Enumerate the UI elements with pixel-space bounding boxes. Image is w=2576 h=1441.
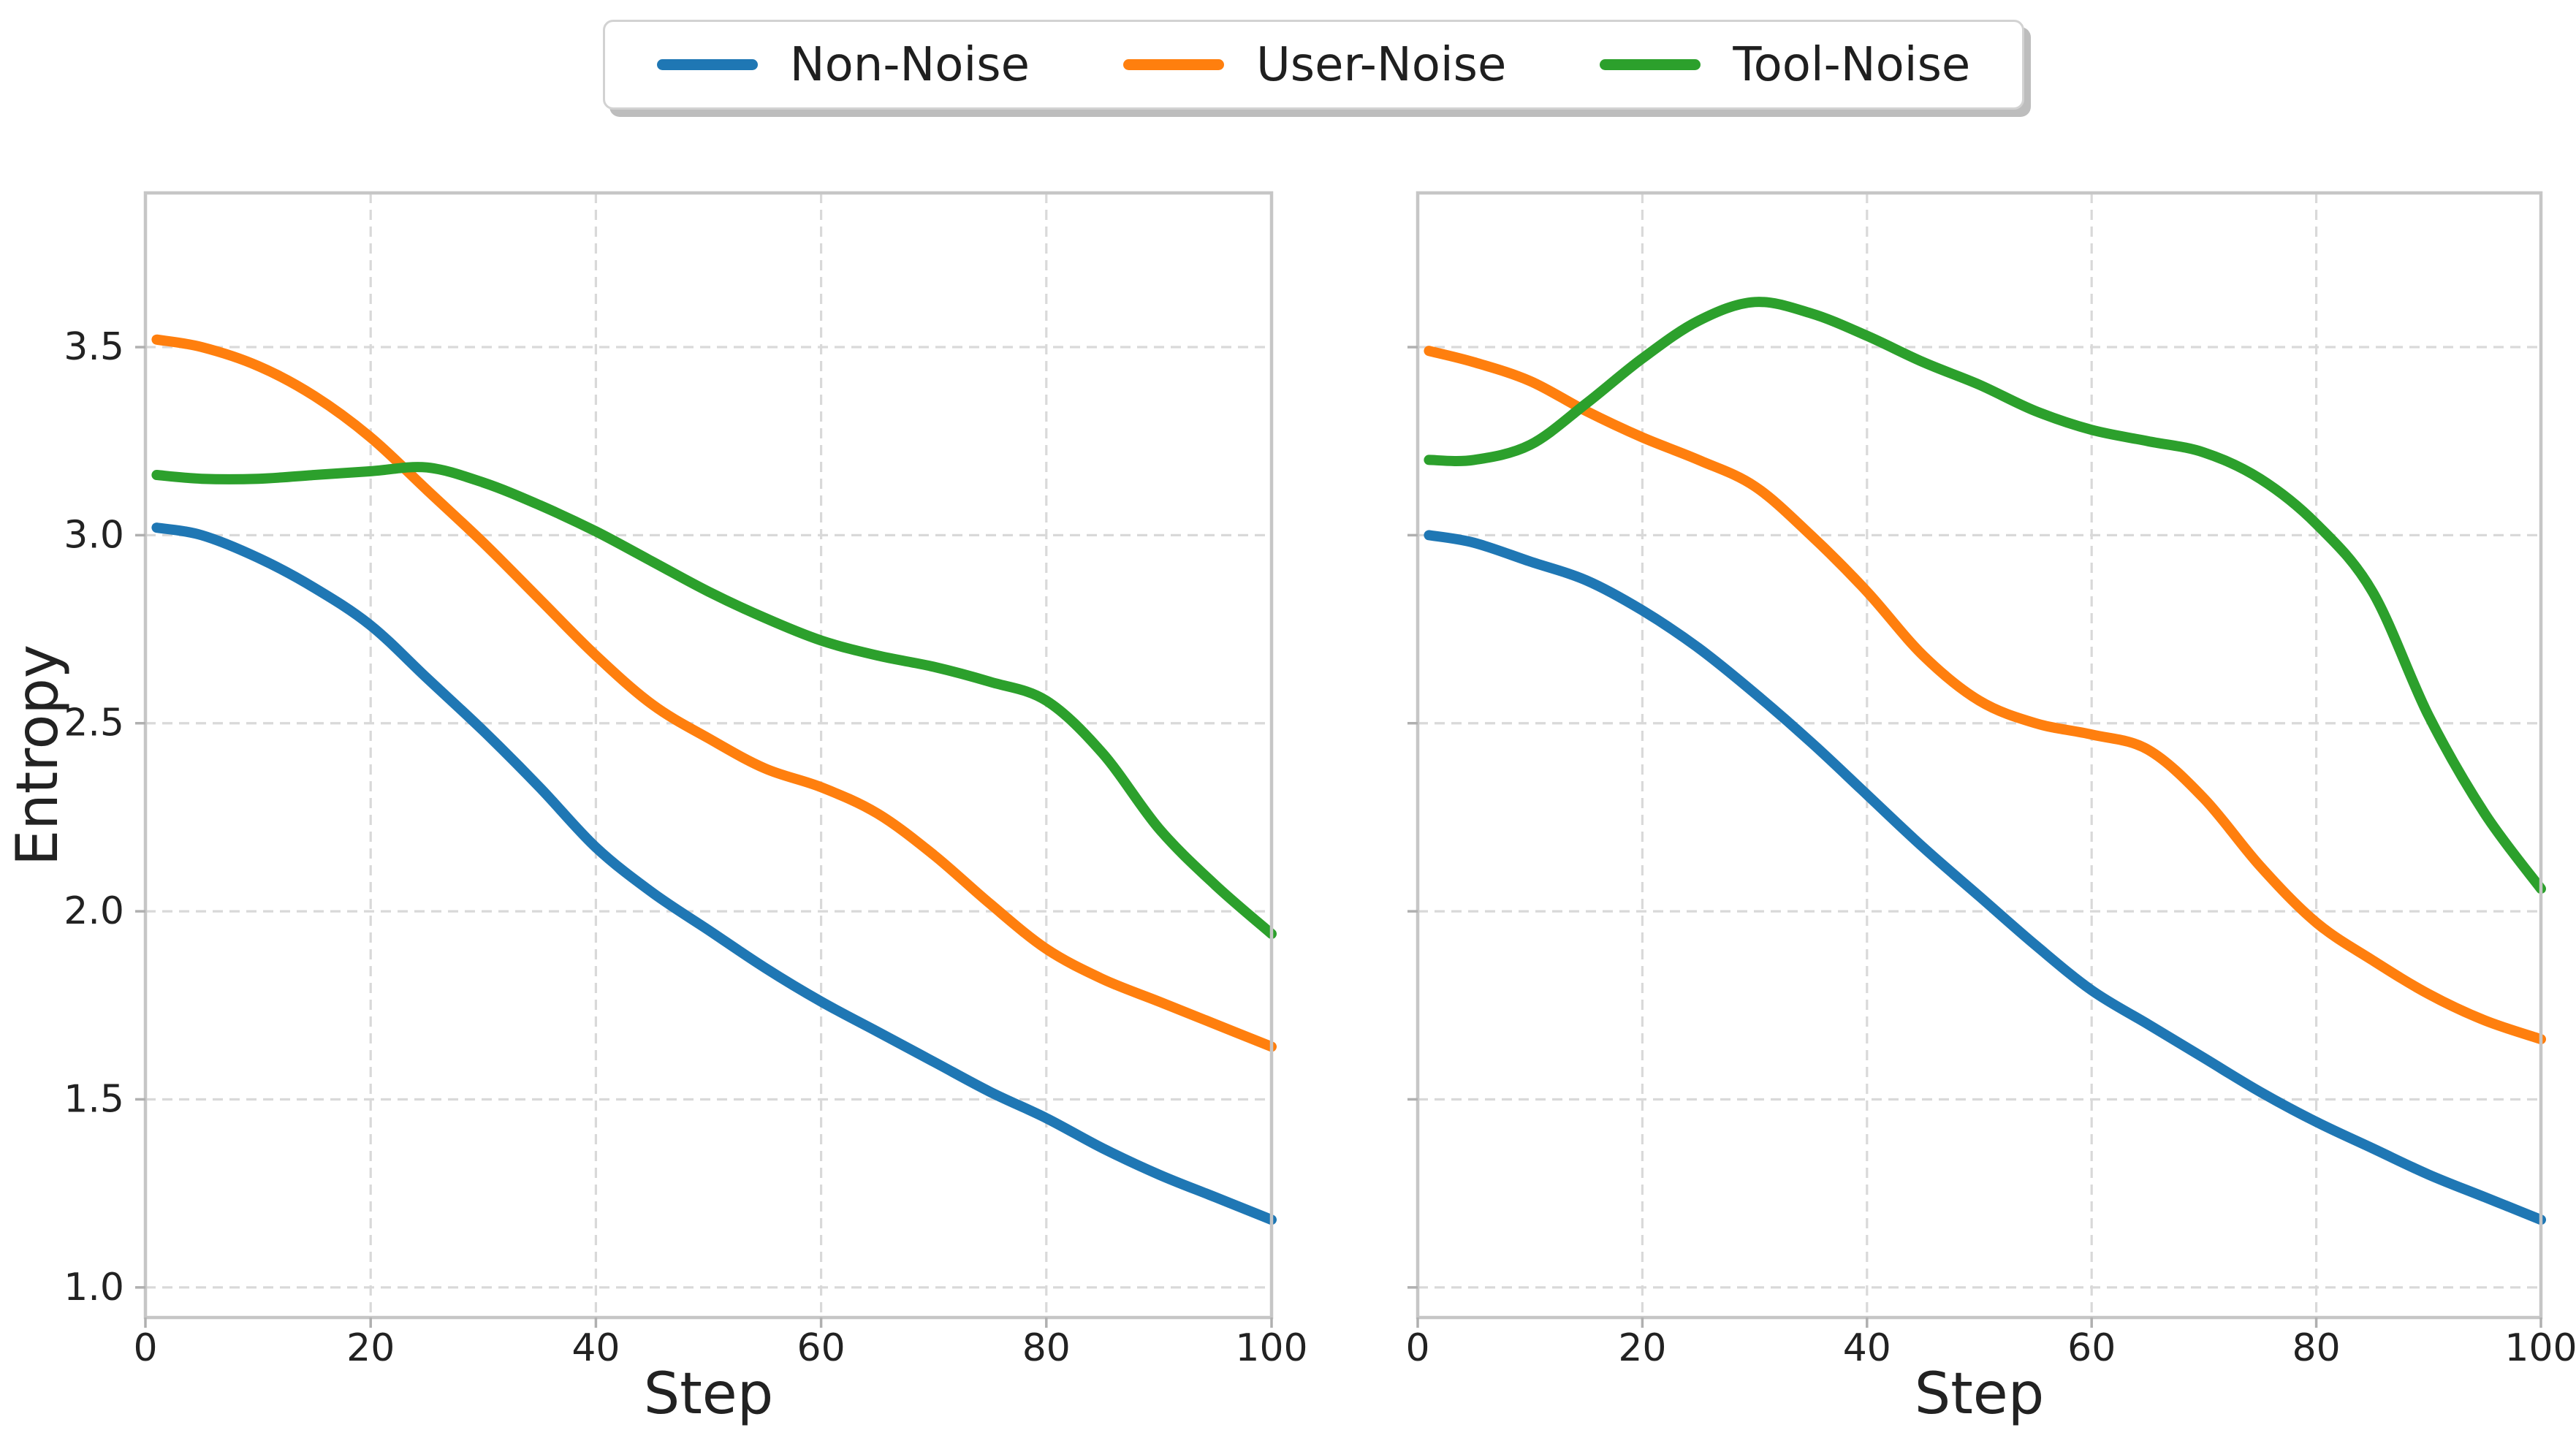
x-axis-label: Step bbox=[644, 1361, 774, 1427]
x-tick-label: 100 bbox=[2504, 1326, 2576, 1370]
y-tick-label: 2.5 bbox=[64, 702, 124, 745]
tick-marks bbox=[1407, 346, 2542, 1328]
legend: Non-Noise User-Noise Tool-Noise bbox=[603, 20, 2024, 110]
x-tick-label: 80 bbox=[1022, 1326, 1071, 1370]
series-line-non-noise bbox=[1424, 530, 2546, 1225]
y-tick-label: 3.5 bbox=[64, 325, 124, 369]
x-tick-label: 0 bbox=[133, 1326, 157, 1370]
y-tick-label: 3.0 bbox=[64, 513, 124, 557]
tool-noise-line-swatch-icon bbox=[1600, 59, 1701, 70]
legend-item-tool-noise: Tool-Noise bbox=[1600, 42, 1970, 88]
gridlines bbox=[144, 193, 1273, 1318]
y-axis-label: Entropy bbox=[5, 645, 71, 866]
x-tick-label: 100 bbox=[1235, 1326, 1307, 1370]
plot-frame bbox=[1416, 191, 2543, 1320]
legend-label-tool-noise: Tool-Noise bbox=[1733, 37, 1971, 92]
x-tick-label: 80 bbox=[2292, 1326, 2341, 1370]
series-line-tool-noise bbox=[151, 462, 1277, 939]
tick-marks bbox=[135, 346, 1273, 1328]
x-tick-label: 20 bbox=[346, 1326, 395, 1370]
legend-item-user-noise: User-Noise bbox=[1122, 37, 1507, 92]
legend-item-non-noise: Non-Noise bbox=[656, 37, 1030, 92]
y-tick-label: 1.0 bbox=[64, 1266, 124, 1309]
x-tick-label: 20 bbox=[1618, 1326, 1666, 1370]
series-line-tool-noise bbox=[1424, 297, 2546, 894]
x-tick-label: 40 bbox=[1843, 1326, 1891, 1370]
series-line-user-noise bbox=[1424, 346, 2546, 1045]
y-tick-label: 1.5 bbox=[64, 1077, 124, 1121]
plot-frame bbox=[143, 191, 1274, 1320]
x-tick-label: 60 bbox=[797, 1326, 846, 1370]
user-noise-line-swatch-icon bbox=[1122, 59, 1224, 70]
series-line-user-noise bbox=[151, 334, 1277, 1052]
legend-label-non-noise: Non-Noise bbox=[789, 37, 1030, 92]
x-tick-label: 0 bbox=[1405, 1326, 1429, 1370]
x-tick-label: 60 bbox=[2067, 1326, 2116, 1370]
non-noise-line-swatch-icon bbox=[656, 59, 758, 70]
series-line-non-noise bbox=[151, 522, 1277, 1225]
y-tick-label: 2.0 bbox=[64, 889, 124, 933]
x-tick-label: 40 bbox=[571, 1326, 620, 1370]
subplot-left: 0 20 40 60 80 100 1.0 1.5 2.0 2.5 3.0 3.5 Step Entrop… bbox=[5, 191, 1308, 1427]
subplot-right: 0 20 40 60 80 100 Step bbox=[1405, 191, 2576, 1427]
legend-label-user-noise: User-Noise bbox=[1255, 37, 1507, 92]
x-axis-label: Step bbox=[1915, 1361, 2045, 1427]
